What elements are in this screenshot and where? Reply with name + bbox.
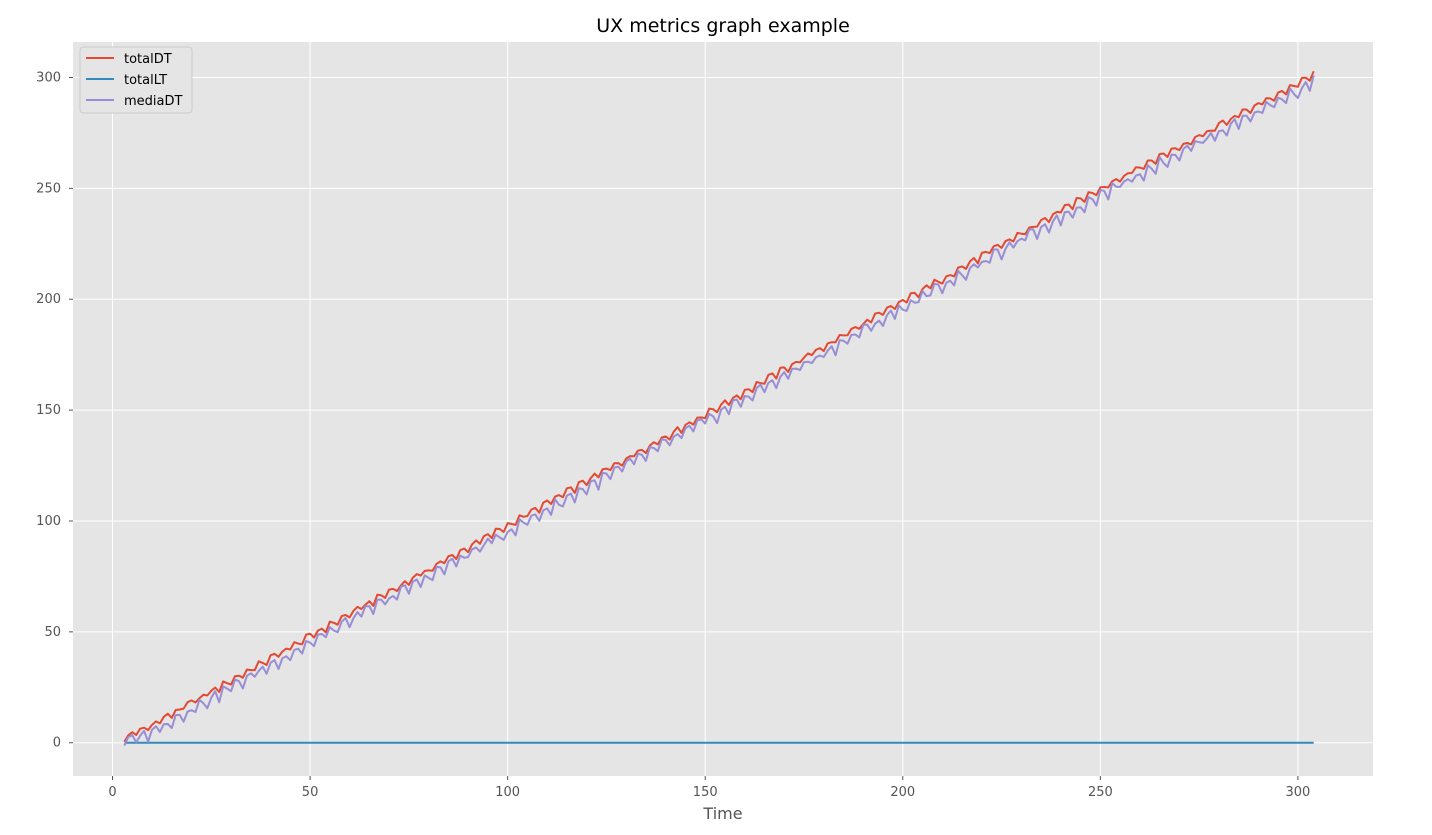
y-tick-label: 50 — [44, 625, 61, 640]
y-tick-label: 250 — [36, 181, 61, 196]
legend: totalDT totalLT mediaDT — [79, 46, 193, 114]
series-line-mediaDT — [123, 75, 1315, 747]
x-tick-label: 0 — [108, 785, 116, 800]
x-tick-label: 200 — [890, 785, 915, 800]
x-tick-label: 300 — [1286, 785, 1311, 800]
legend-label-totalLT: totalLT — [124, 73, 167, 88]
tick-labels: 0 50 100 150 200 250 300 0 50 100 150 200 250 300 — [36, 70, 1310, 800]
series-lines — [123, 70, 1315, 747]
legend-label-totalDT: totalDT — [124, 52, 172, 67]
y-tick-label: 300 — [36, 70, 61, 85]
x-tick-label: 50 — [302, 785, 319, 800]
legend-label-mediaDT: mediaDT — [124, 94, 183, 109]
x-tick-label: 150 — [693, 785, 718, 800]
chart-title: UX metrics graph example — [596, 15, 850, 37]
x-tick-label: 100 — [495, 785, 520, 800]
series-line-totalDT — [123, 70, 1315, 743]
y-tick-label: 0 — [53, 736, 61, 751]
y-tick-label: 150 — [36, 403, 61, 418]
y-tick-label: 200 — [36, 292, 61, 307]
y-tick-label: 100 — [36, 514, 61, 529]
legend-box — [79, 46, 193, 114]
x-tick-label: 250 — [1088, 785, 1113, 800]
x-axis-label: Time — [702, 804, 742, 823]
